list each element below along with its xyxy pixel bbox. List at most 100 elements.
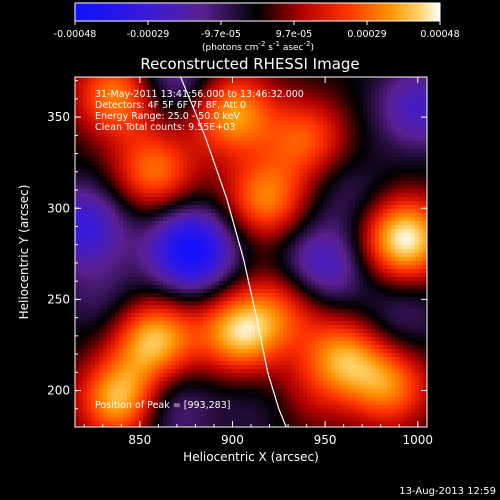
heatmap-cell [159, 253, 164, 258]
heatmap-cell [83, 229, 88, 234]
heatmap-cell [235, 293, 240, 298]
heatmap-cell [135, 189, 140, 194]
heatmap-cell [255, 285, 260, 290]
heatmap-cell [315, 297, 320, 302]
heatmap-cell [275, 265, 280, 270]
heatmap-cell [379, 293, 384, 298]
heatmap-cell [151, 229, 156, 234]
heatmap-cell [143, 257, 148, 262]
heatmap-cell [195, 217, 200, 222]
heatmap-cell [239, 173, 244, 178]
heatmap-cell [403, 77, 408, 82]
heatmap-cell [259, 293, 264, 298]
heatmap-cell [239, 189, 244, 194]
heatmap-cell [271, 113, 276, 118]
heatmap-cell [343, 281, 348, 286]
heatmap-cell [75, 225, 80, 230]
heatmap-cell [203, 277, 208, 282]
heatmap-cell [99, 89, 104, 94]
heatmap-cell [159, 169, 164, 174]
heatmap-cell [191, 269, 196, 274]
heatmap-cell [367, 121, 372, 126]
heatmap-cell [227, 125, 232, 130]
heatmap-cell [331, 113, 336, 118]
heatmap-cell [391, 261, 396, 266]
heatmap-cell [195, 137, 200, 142]
heatmap-cell [347, 193, 352, 198]
heatmap-cell [207, 233, 212, 238]
heatmap-cell [347, 297, 352, 302]
heatmap-cell [231, 137, 236, 142]
heatmap-cell [359, 189, 364, 194]
heatmap-cell [83, 97, 88, 102]
heatmap-cell [387, 113, 392, 118]
heatmap-cell [267, 141, 272, 146]
heatmap-cell [195, 93, 200, 98]
heatmap-cell [371, 109, 376, 114]
heatmap-cell [163, 137, 168, 142]
heatmap-cell [191, 245, 196, 250]
heatmap-cell [275, 101, 280, 106]
heatmap-cell [211, 241, 216, 246]
heatmap-cell [331, 109, 336, 114]
heatmap-cell [167, 225, 172, 230]
heatmap-cell [247, 277, 252, 282]
heatmap-cell [231, 173, 236, 178]
heatmap-cell [119, 117, 124, 122]
heatmap-cell [339, 153, 344, 158]
heatmap-cell [235, 117, 240, 122]
heatmap-cell [107, 229, 112, 234]
heatmap-cell [327, 273, 332, 278]
heatmap-cell [319, 293, 324, 298]
heatmap-cell [271, 269, 276, 274]
heatmap-cell [179, 249, 184, 254]
heatmap-cell [155, 189, 160, 194]
heatmap-cell [159, 149, 164, 154]
heatmap-cell [423, 133, 427, 138]
heatmap-cell [367, 169, 372, 174]
heatmap-cell [211, 177, 216, 182]
heatmap-cell [351, 297, 356, 302]
heatmap-cell [247, 157, 252, 162]
heatmap-cell [391, 257, 396, 262]
heatmap-cell [347, 189, 352, 194]
heatmap-cell [167, 229, 172, 234]
heatmap-cell [87, 229, 92, 234]
heatmap-cell [91, 77, 96, 82]
heatmap-cell [183, 197, 188, 202]
heatmap-cell [283, 145, 288, 150]
heatmap-cell [211, 197, 216, 202]
heatmap-cell [295, 169, 300, 174]
heatmap-cell [211, 77, 216, 82]
heatmap-cell [139, 93, 144, 98]
heatmap-cell [399, 285, 404, 290]
heatmap-cell [263, 217, 268, 222]
heatmap-cell [275, 209, 280, 214]
heatmap-cell [295, 101, 300, 106]
heatmap-cell [123, 141, 128, 146]
heatmap-cell [107, 233, 112, 238]
heatmap-cell [211, 257, 216, 262]
heatmap-cell [319, 273, 324, 278]
heatmap-cell [383, 81, 388, 86]
heatmap-cell [231, 161, 236, 166]
heatmap-cell [271, 141, 276, 146]
heatmap-cell [339, 145, 344, 150]
heatmap-cell [215, 121, 220, 126]
heatmap-cell [279, 241, 284, 246]
heatmap-cell [303, 149, 308, 154]
heatmap-cell [211, 181, 216, 186]
heatmap-cell [251, 125, 256, 130]
heatmap-cell [231, 101, 236, 106]
heatmap-cell [203, 97, 208, 102]
heatmap-cell [307, 257, 312, 262]
heatmap-cell [143, 189, 148, 194]
heatmap-cell [175, 169, 180, 174]
heatmap-cell [371, 233, 376, 238]
heatmap-cell [243, 169, 248, 174]
heatmap-cell [415, 169, 420, 174]
heatmap-cell [367, 201, 372, 206]
heatmap-cell [299, 177, 304, 182]
heatmap-cell [419, 221, 424, 226]
heatmap-cell [79, 173, 84, 178]
